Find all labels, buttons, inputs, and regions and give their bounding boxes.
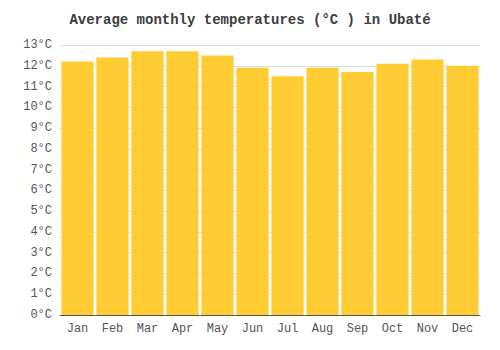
svg-text:10°C: 10°C <box>23 100 52 114</box>
svg-text:Jan: Jan <box>67 322 89 336</box>
svg-text:13°C: 13°C <box>23 38 52 52</box>
svg-text:3°C: 3°C <box>30 246 52 260</box>
svg-text:0°C: 0°C <box>30 308 52 322</box>
svg-text:Nov: Nov <box>417 322 439 336</box>
svg-text:6°C: 6°C <box>30 183 52 197</box>
svg-text:4°C: 4°C <box>30 225 52 239</box>
svg-text:12°C: 12°C <box>23 59 52 73</box>
svg-text:Feb: Feb <box>102 322 124 336</box>
svg-text:May: May <box>207 322 229 336</box>
svg-text:Aug: Aug <box>312 322 334 336</box>
svg-text:Sep: Sep <box>347 322 369 336</box>
svg-text:Jun: Jun <box>242 322 264 336</box>
svg-text:2°C: 2°C <box>30 266 52 280</box>
svg-text:11°C: 11°C <box>23 80 52 94</box>
svg-text:7°C: 7°C <box>30 163 52 177</box>
svg-text:Mar: Mar <box>137 322 159 336</box>
svg-text:Apr: Apr <box>172 322 194 336</box>
svg-text:5°C: 5°C <box>30 204 52 218</box>
svg-text:Dec: Dec <box>452 322 474 336</box>
svg-text:Oct: Oct <box>382 322 404 336</box>
svg-text:Average monthly temperatures (: Average monthly temperatures (°C ) in Ub… <box>69 12 430 28</box>
svg-text:9°C: 9°C <box>30 121 52 135</box>
svg-text:1°C: 1°C <box>30 287 52 301</box>
svg-text:Jul: Jul <box>277 322 299 336</box>
svg-text:8°C: 8°C <box>30 142 52 156</box>
